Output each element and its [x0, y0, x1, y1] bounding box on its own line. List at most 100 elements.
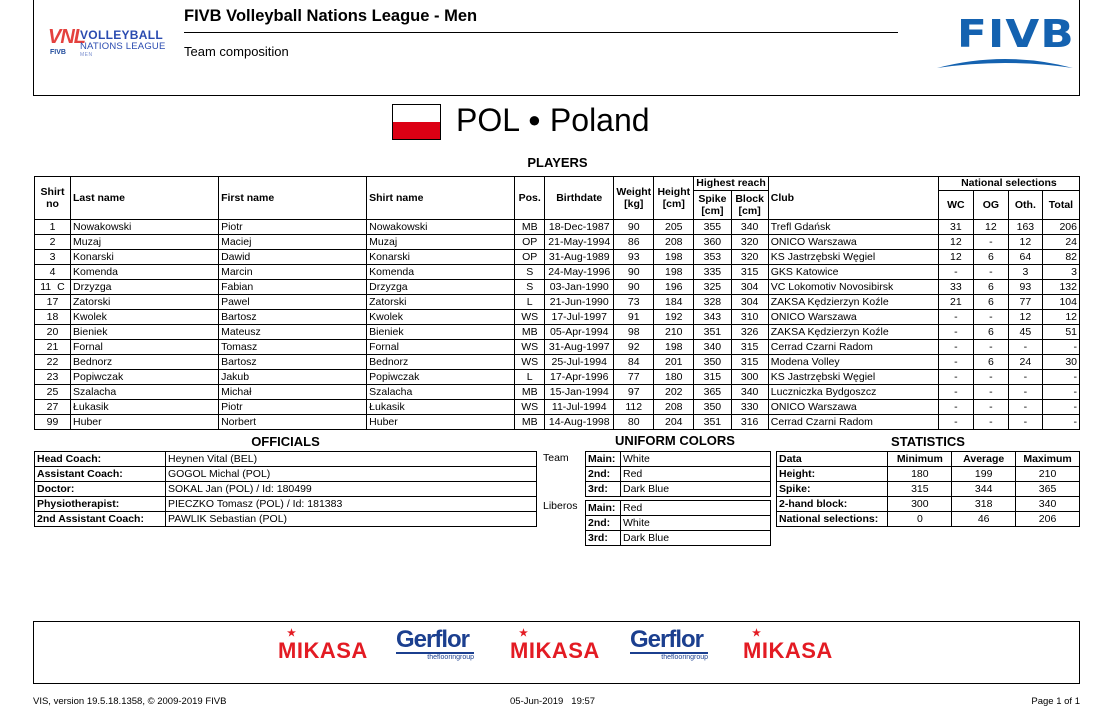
player-og-cell: 12 [972, 219, 1009, 235]
player-birth-cell: 21-May-1994 [544, 234, 615, 250]
footer-version: VIS, version 19.5.18.1358, © 2009-2019 F… [33, 696, 227, 707]
player-total-cell: - [1041, 414, 1081, 430]
player-og-cell: - [972, 264, 1009, 280]
player-wc-cell: - [937, 399, 974, 415]
uniform-team-table: Main: White 2nd: Red 3rd: Dark Blue [585, 451, 771, 497]
statistics-section-title: STATISTICS [891, 434, 965, 449]
header-first-name: First name [218, 176, 368, 220]
stats-label: 2-hand block: [775, 496, 889, 512]
player-height-cell: 210 [653, 324, 695, 340]
player-block-cell: 320 [730, 234, 769, 250]
country-name: Poland [549, 102, 650, 138]
document-title: FIVB Volleyball Nations League - Men [184, 7, 478, 25]
player-first-cell: Dawid [218, 249, 368, 265]
uniform-liberos-label: Liberos [543, 500, 578, 512]
player-no-cell: 20 [33, 324, 72, 340]
player-first-cell: Maciej [218, 234, 368, 250]
player-row: 18 Kwolek Bartosz Kwolek WS 17-Jul-1997 91 192 3… [33, 309, 1081, 325]
player-og-cell: - [972, 399, 1009, 415]
stats-min: 315 [887, 481, 953, 497]
player-pos-cell: L [514, 294, 546, 310]
uniform-team-row: 2nd: Red [585, 466, 771, 482]
stats-avg: 344 [951, 481, 1017, 497]
header-block: Block [cm] [730, 190, 769, 220]
player-no-cell: 22 [33, 354, 72, 370]
fivb-logo-text: FIVB [957, 12, 1075, 56]
player-club-cell: Cerrad Czarni Radom [767, 339, 939, 355]
player-last-cell: Huber [70, 414, 220, 430]
uniform-label: 3rd: [585, 530, 621, 546]
uniform-liberos-row: Main: Red [585, 500, 771, 516]
stats-row: National selections: 0 46 206 [775, 511, 1080, 527]
player-shirt-cell: Łukasik [366, 399, 516, 415]
player-no-cell: 1 [33, 219, 72, 235]
player-pos-cell: WS [514, 339, 546, 355]
player-block-cell: 326 [730, 324, 769, 340]
player-birth-cell: 24-May-1996 [544, 264, 615, 280]
player-wc-cell: - [937, 414, 974, 430]
player-height-cell: 204 [653, 414, 695, 430]
player-first-cell: Bartosz [218, 354, 368, 370]
gerflor-logo: Gerflor theflooringroup [396, 626, 474, 661]
player-oth-cell: - [1007, 369, 1043, 385]
player-pos-cell: S [514, 264, 546, 280]
stats-header-avg: Average [951, 451, 1017, 467]
stats-max: 206 [1015, 511, 1080, 527]
uniform-label: 3rd: [585, 481, 621, 497]
player-height-cell: 208 [653, 399, 695, 415]
player-oth-cell: 93 [1007, 279, 1043, 295]
player-oth-cell: - [1007, 339, 1043, 355]
player-spike-cell: 328 [693, 294, 732, 310]
stats-header-max: Maximum [1015, 451, 1080, 467]
player-row: 25 Szalacha Michał Szalacha MB 15-Jan-1994 97 2… [33, 384, 1081, 400]
player-no-cell: 4 [33, 264, 72, 280]
player-weight-cell: 98 [613, 324, 655, 340]
player-row: 11 C Drzyzga Fabian Drzyzga S 03-Jan-1990 90 196… [33, 279, 1081, 295]
player-last-cell: Popiwczak [70, 369, 220, 385]
uniform-liberos-row: 3rd: Dark Blue [585, 530, 771, 546]
player-birth-cell: 15-Jan-1994 [544, 384, 615, 400]
player-birth-cell: 14-Aug-1998 [544, 414, 615, 430]
player-shirt-cell: Komenda [366, 264, 516, 280]
player-wc-cell: 12 [937, 249, 974, 265]
footer-time: 19:57 [571, 696, 596, 707]
players-table: Shirt no Last name First name Shirt name… [33, 176, 1081, 430]
header-total: Total [1041, 190, 1081, 220]
player-club-cell: GKS Katowice [767, 264, 939, 280]
player-first-cell: Fabian [218, 279, 368, 295]
officials-section-title: OFFICIALS [251, 434, 320, 449]
player-last-cell: Kwolek [70, 309, 220, 325]
player-og-cell: - [972, 369, 1009, 385]
player-oth-cell: 45 [1007, 324, 1043, 340]
player-birth-cell: 17-Jul-1997 [544, 309, 615, 325]
player-no-cell: 18 [33, 309, 72, 325]
player-spike-cell: 350 [693, 399, 732, 415]
fivb-logo: FIVB [935, 12, 1075, 72]
player-total-cell: 104 [1041, 294, 1081, 310]
uniform-color: White [620, 451, 771, 467]
player-last-cell: Bednorz [70, 354, 220, 370]
players-section-title: PLAYERS [527, 155, 588, 170]
vnl-line2: NATIONS LEAGUE [80, 41, 166, 52]
official-row: Doctor: SOKAL Jan (POL) / Id: 180499 [34, 481, 537, 497]
player-og-cell: - [972, 384, 1009, 400]
player-block-cell: 340 [730, 384, 769, 400]
player-height-cell: 192 [653, 309, 695, 325]
player-height-cell: 180 [653, 369, 695, 385]
player-first-cell: Piotr [218, 399, 368, 415]
official-role: Assistant Coach: [34, 466, 166, 482]
player-oth-cell: 24 [1007, 354, 1043, 370]
player-club-cell: VC Lokomotiv Novosibirsk [767, 279, 939, 295]
player-wc-cell: - [937, 309, 974, 325]
header-height: Height [cm] [653, 176, 695, 220]
official-name: PAWLIK Sebastian (POL) [165, 511, 537, 527]
player-spike-cell: 335 [693, 264, 732, 280]
player-club-cell: ZAKSA Kędzierzyn Koźle [767, 294, 939, 310]
player-weight-cell: 86 [613, 234, 655, 250]
player-wc-cell: - [937, 384, 974, 400]
player-club-cell: Modena Volley [767, 354, 939, 370]
player-first-cell: Mateusz [218, 324, 368, 340]
document-subtitle: Team composition [184, 44, 289, 59]
player-spike-cell: 355 [693, 219, 732, 235]
player-last-cell: Bieniek [70, 324, 220, 340]
